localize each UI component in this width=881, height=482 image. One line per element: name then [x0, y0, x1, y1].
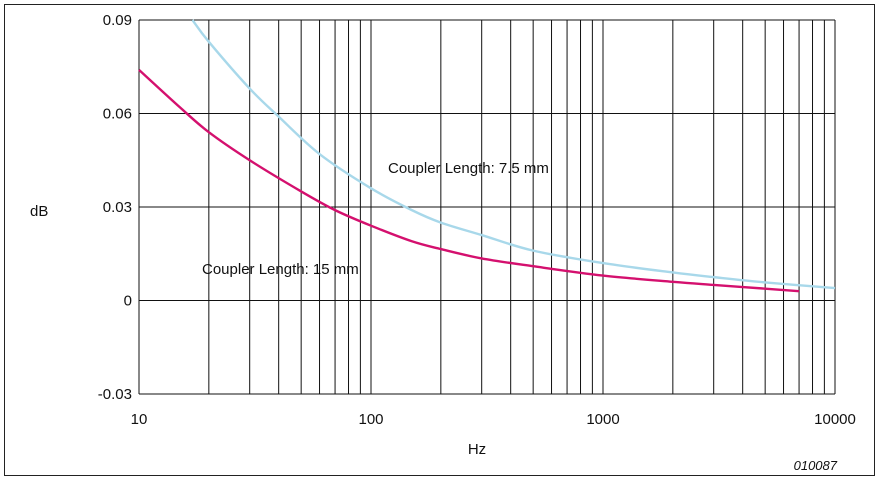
- series-line-7-5mm: [191, 19, 836, 290]
- y-tick-label: 0.03: [103, 199, 132, 216]
- x-tick-label: 1000: [586, 411, 619, 428]
- annotation-7-5mm: Coupler Length: 7.5 mm: [388, 160, 549, 177]
- y-tick-label: -0.03: [98, 386, 132, 403]
- x-tick-label: 10: [131, 411, 148, 428]
- series-lines: [138, 19, 836, 293]
- y-tick-label: 0: [124, 293, 132, 310]
- y-tick-label: 0.09: [103, 12, 132, 29]
- annotation-15mm: Coupler Length: 15 mm: [202, 261, 359, 278]
- figure-id: 010087: [794, 458, 838, 473]
- x-tick-label: 100: [358, 411, 383, 428]
- y-axis-label: dB: [30, 203, 48, 220]
- tick-labels: 0.09 0.06 0.03 0 -0.03 10 100 1000 10000: [98, 12, 856, 428]
- x-tick-label: 10000: [814, 411, 856, 428]
- x-axis-label: Hz: [468, 441, 486, 458]
- series-line-15mm: [138, 68, 800, 293]
- chart-frame: [4, 4, 875, 476]
- y-tick-label: 0.06: [103, 106, 132, 123]
- grid-lines: [138, 19, 836, 395]
